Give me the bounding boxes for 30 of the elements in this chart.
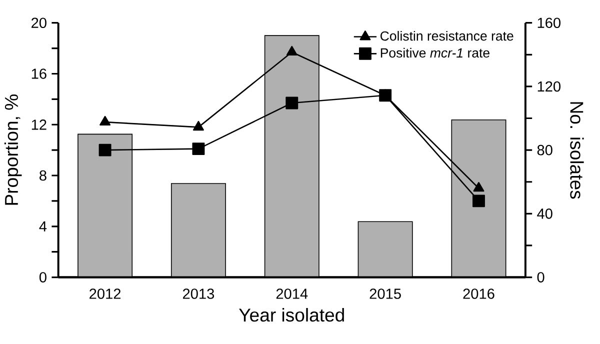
y-tick-label: 16 <box>32 68 46 79</box>
y2-tick-label: 120 <box>538 81 560 92</box>
x-tick-label: 2013 <box>182 288 214 299</box>
legend-label: Positive mcr-1 rate <box>380 48 490 58</box>
point <box>192 121 204 131</box>
y2-tick-label: 0 <box>537 272 544 283</box>
point <box>473 182 484 192</box>
point <box>286 96 298 110</box>
y2-tick-label: 80 <box>537 144 552 156</box>
y-tick-label: 0 <box>39 272 46 283</box>
point <box>192 142 205 156</box>
x-tick-label: 2015 <box>370 288 401 299</box>
y-tick-label: 12 <box>32 120 46 130</box>
legend-label: Colistin resistance rate <box>380 31 514 41</box>
x-tick-label: 2016 <box>463 288 494 299</box>
y-tick-label: 20 <box>32 18 46 28</box>
y-tick-label: 4 <box>39 221 47 232</box>
y2-tick-label: 160 <box>538 18 560 28</box>
x-tick-label: 2014 <box>276 288 308 299</box>
y2-axis-title: No. isolates <box>570 102 584 199</box>
x-tick-label: 2012 <box>90 288 121 299</box>
point <box>100 116 111 126</box>
y-axis-title: Proportion, % <box>4 94 22 205</box>
point <box>379 89 392 102</box>
y2-tick-label: 40 <box>537 208 552 219</box>
point <box>98 144 112 156</box>
point <box>472 194 485 208</box>
point <box>286 46 298 56</box>
y-tick-label: 8 <box>40 170 46 181</box>
x-axis-title: Year isolated <box>239 308 344 322</box>
